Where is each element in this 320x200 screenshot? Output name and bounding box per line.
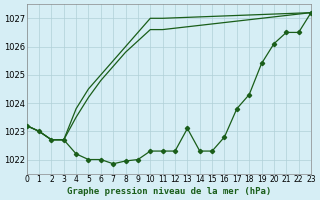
X-axis label: Graphe pression niveau de la mer (hPa): Graphe pression niveau de la mer (hPa) bbox=[67, 187, 271, 196]
